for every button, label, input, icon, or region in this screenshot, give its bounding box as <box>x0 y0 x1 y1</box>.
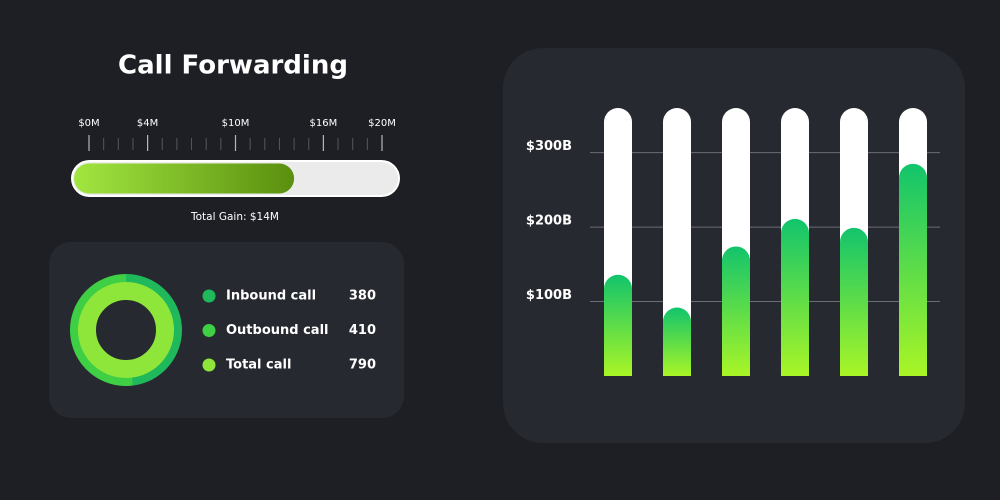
title: Call Forwarding <box>118 51 348 81</box>
bar-track <box>663 108 691 376</box>
x-tick-label: $20M <box>368 118 396 129</box>
legend-value: 380 <box>349 289 376 304</box>
donut-arc <box>70 274 133 386</box>
donut-ring <box>72 276 180 384</box>
donut-arc <box>125 274 182 386</box>
bar <box>781 218 809 376</box>
legend-dot <box>202 324 216 337</box>
y-tick-label: $300B <box>526 139 572 154</box>
value-label: Total Gain: $14M <box>190 211 279 223</box>
x-tick-label: $0M <box>78 118 99 129</box>
bar <box>604 274 632 376</box>
progress-fill <box>74 163 295 194</box>
legend-label: Outbound call <box>226 323 329 338</box>
legend-dot <box>202 289 216 303</box>
legend-value: 790 <box>349 358 376 373</box>
y-tick-label: $100B <box>526 288 572 303</box>
x-tick-label: $16M <box>310 118 338 129</box>
y-tick-label: $200B <box>526 214 572 229</box>
legend-label: Inbound call <box>226 289 316 304</box>
bar <box>840 227 868 376</box>
x-tick-label: $10M <box>222 118 250 129</box>
bar <box>899 163 927 376</box>
legend-value: 410 <box>349 323 376 338</box>
bar <box>722 246 750 376</box>
legend-dot <box>202 358 216 372</box>
bar <box>663 307 691 376</box>
legend-label: Total call <box>226 358 291 373</box>
x-tick-label: $4M <box>137 118 158 129</box>
